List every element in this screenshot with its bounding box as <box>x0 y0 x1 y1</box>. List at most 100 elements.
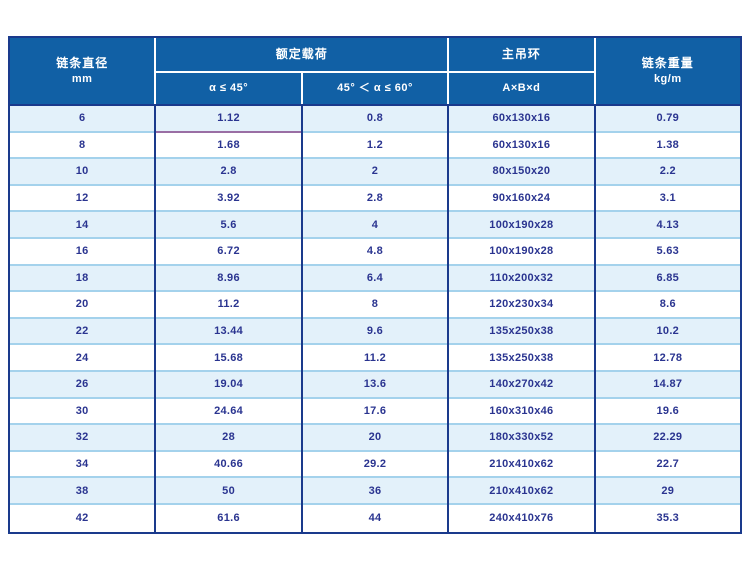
cell-ring-size: 90x160x24 <box>449 185 594 213</box>
cell-weight: 8.6 <box>595 292 740 319</box>
cell-weight: 5.63 <box>595 238 740 266</box>
cell-load-45-60: 1.2 <box>302 132 448 160</box>
cell-load-45: 15.68 <box>156 345 301 372</box>
cell-load-45-60: 17.6 <box>302 398 448 426</box>
cell-load-45-60: 2 <box>302 159 448 186</box>
table-row: 26 19.04 13.6 140x270x42 14.87 <box>10 371 740 399</box>
cell-load-45-60: 9.6 <box>302 318 448 346</box>
cell-ring-size: 240x410x76 <box>449 504 594 532</box>
cell-load-45-60: 4.8 <box>302 238 448 266</box>
cell-weight: 35.3 <box>595 504 740 532</box>
header-chain-weight: 链条重量 kg/m <box>595 38 740 104</box>
cell-load-45: 6.72 <box>156 238 301 266</box>
table-row: 32 28 20 180x330x52 22.29 <box>10 425 740 452</box>
cell-ring-size: 100x190x28 <box>449 212 594 239</box>
table-row: 10 2.8 2 80x150x20 2.2 <box>10 159 740 186</box>
cell-load-45-60: 44 <box>302 504 448 532</box>
table-row: 18 8.96 6.4 110x200x32 6.85 <box>10 265 740 293</box>
table-row: 20 11.2 8 120x230x34 8.6 <box>10 292 740 319</box>
header-rated-load-group: 额定载荷 <box>156 38 448 71</box>
cell-load-45-60: 2.8 <box>302 185 448 213</box>
table-row: 14 5.6 4 100x190x28 4.13 <box>10 212 740 239</box>
cell-ring-size: 120x230x34 <box>449 292 594 319</box>
cell-ring-size: 80x150x20 <box>449 159 594 186</box>
cell-load-45: 40.66 <box>156 451 301 479</box>
cell-weight: 29 <box>595 478 740 505</box>
header-chain-diameter: 链条直径 mm <box>10 38 155 104</box>
cell-ring-size: 135x250x38 <box>449 318 594 346</box>
cell-load-45: 50 <box>156 478 301 505</box>
table-row: 8 1.68 1.2 60x130x16 1.38 <box>10 132 740 160</box>
cell-weight: 4.13 <box>595 212 740 239</box>
table-row: 24 15.68 11.2 135x250x38 12.78 <box>10 345 740 372</box>
table-row: 6 1.12 0.8 60x130x16 0.79 <box>10 106 740 133</box>
cell-diameter: 22 <box>10 318 155 346</box>
cell-diameter: 12 <box>10 185 155 213</box>
subheader-angle-le-45-label: α ≤ 45° <box>209 82 249 95</box>
table-body: 6 1.12 0.8 60x130x16 0.79 8 1.68 1.2 60x… <box>10 106 740 532</box>
cell-load-45-60: 36 <box>302 478 448 505</box>
cell-diameter: 34 <box>10 451 155 479</box>
cell-diameter: 24 <box>10 345 155 372</box>
header-chain-weight-unit: kg/m <box>653 72 682 85</box>
cell-ring-size: 140x270x42 <box>449 371 594 399</box>
table-row: 38 50 36 210x410x62 29 <box>10 478 740 505</box>
table-row: 42 61.6 44 240x410x76 35.3 <box>10 504 740 532</box>
cell-load-45-60: 6.4 <box>302 265 448 293</box>
cell-weight: 22.29 <box>595 425 740 452</box>
chain-specification-table: 链条直径 mm 额定载荷 主吊环 链条重量 kg/m α ≤ 45° 45° ＜… <box>8 36 742 534</box>
subheader-axbxd-label: A×B×d <box>502 82 541 95</box>
subheader-angle-45-60-label: 45° ＜ α ≤ 60° <box>337 82 413 95</box>
cell-load-45: 28 <box>156 425 301 452</box>
cell-load-45: 1.12 <box>156 106 301 133</box>
cell-weight: 14.87 <box>595 371 740 399</box>
cell-load-45: 2.8 <box>156 159 301 186</box>
cell-diameter: 14 <box>10 212 155 239</box>
cell-load-45-60: 8 <box>302 292 448 319</box>
table-row: 30 24.64 17.6 160x310x46 19.6 <box>10 398 740 426</box>
cell-ring-size: 210x410x62 <box>449 478 594 505</box>
cell-ring-size: 100x190x28 <box>449 238 594 266</box>
cell-diameter: 20 <box>10 292 155 319</box>
cell-weight: 1.38 <box>595 132 740 160</box>
cell-load-45-60: 13.6 <box>302 371 448 399</box>
table-row: 34 40.66 29.2 210x410x62 22.7 <box>10 451 740 479</box>
table-header: 链条直径 mm 额定载荷 主吊环 链条重量 kg/m α ≤ 45° 45° ＜… <box>10 38 740 104</box>
cell-diameter: 38 <box>10 478 155 505</box>
cell-load-45: 13.44 <box>156 318 301 346</box>
header-main-ring-label: 主吊环 <box>501 46 541 61</box>
subheader-angle-le-45: α ≤ 45° <box>156 73 301 104</box>
cell-load-45-60: 4 <box>302 212 448 239</box>
cell-weight: 12.78 <box>595 345 740 372</box>
table-row: 22 13.44 9.6 135x250x38 10.2 <box>10 318 740 346</box>
cell-load-45: 5.6 <box>156 212 301 239</box>
cell-weight: 19.6 <box>595 398 740 426</box>
table-row: 16 6.72 4.8 100x190x28 5.63 <box>10 238 740 266</box>
cell-weight: 0.79 <box>595 106 740 133</box>
cell-diameter: 42 <box>10 504 155 532</box>
subheader-axbxd: A×B×d <box>449 73 594 104</box>
cell-ring-size: 160x310x46 <box>449 398 594 426</box>
cell-diameter: 30 <box>10 398 155 426</box>
subheader-angle-45-60: 45° ＜ α ≤ 60° <box>302 73 448 104</box>
header-chain-weight-label: 链条重量 <box>641 56 694 71</box>
cell-load-45-60: 11.2 <box>302 345 448 372</box>
cell-load-45-60: 29.2 <box>302 451 448 479</box>
cell-diameter: 26 <box>10 371 155 399</box>
cell-diameter: 16 <box>10 238 155 266</box>
cell-load-45: 61.6 <box>156 504 301 532</box>
cell-diameter: 32 <box>10 425 155 452</box>
header-chain-diameter-unit: mm <box>71 72 93 85</box>
cell-diameter: 18 <box>10 265 155 293</box>
header-main-ring-group: 主吊环 <box>449 38 594 71</box>
cell-weight: 3.1 <box>595 185 740 213</box>
cell-weight: 22.7 <box>595 451 740 479</box>
cell-diameter: 10 <box>10 159 155 186</box>
cell-ring-size: 210x410x62 <box>449 451 594 479</box>
cell-load-45: 8.96 <box>156 265 301 293</box>
cell-weight: 6.85 <box>595 265 740 293</box>
cell-ring-size: 180x330x52 <box>449 425 594 452</box>
cell-load-45-60: 0.8 <box>302 106 448 133</box>
cell-weight: 2.2 <box>595 159 740 186</box>
